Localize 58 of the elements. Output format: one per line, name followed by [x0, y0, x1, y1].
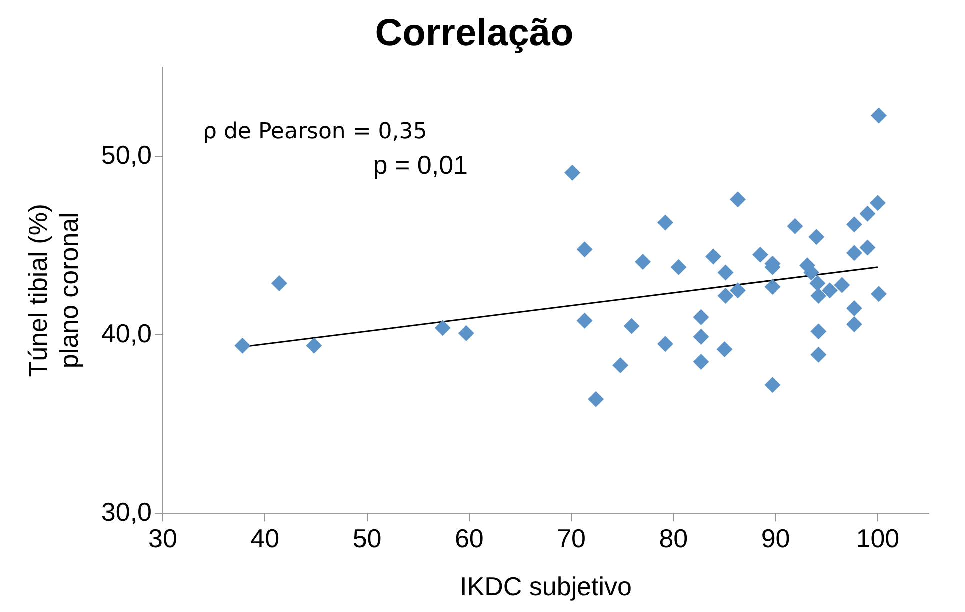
point: [870, 108, 887, 124]
point: [693, 328, 710, 345]
point: [612, 358, 629, 374]
point: [764, 377, 781, 394]
x-tick-label: 80: [659, 523, 688, 554]
point: [810, 346, 827, 363]
point: [860, 206, 876, 222]
point: [716, 341, 733, 358]
point: [846, 216, 862, 233]
point: [752, 246, 768, 263]
point: [718, 288, 734, 304]
point: [576, 242, 593, 258]
chart-title: Correlação: [375, 12, 574, 54]
x-tick-label: 70: [557, 523, 586, 554]
annotation: p = 0,01: [373, 150, 468, 180]
point: [693, 354, 710, 370]
point: [718, 264, 734, 281]
point: [764, 279, 781, 296]
point: [834, 277, 850, 294]
point: [810, 288, 827, 304]
x-axis-title: IKDC subjetivo: [460, 572, 632, 602]
point: [624, 318, 640, 334]
point: [706, 248, 722, 265]
point: [846, 245, 862, 262]
point: [271, 275, 288, 292]
point: [693, 309, 710, 326]
point: [564, 164, 581, 181]
point: [670, 259, 687, 276]
y-tick-label: 40,0: [101, 318, 152, 348]
point: [306, 338, 322, 354]
point: [657, 336, 674, 352]
point: [810, 275, 826, 292]
point: [576, 312, 593, 329]
point: [458, 325, 474, 342]
point: [846, 316, 862, 332]
point: [657, 214, 674, 231]
x-tick-label: 100: [856, 523, 900, 554]
point: [635, 254, 652, 270]
y-axis-title: Túnel tibial (%) plano coronal: [22, 204, 84, 378]
annotation: ρ de Pearson = 0,35: [203, 120, 428, 145]
x-tick-label: 50: [352, 523, 382, 554]
point: [234, 338, 251, 354]
point: [730, 282, 746, 299]
point: [810, 324, 827, 340]
point: [787, 218, 804, 234]
x-tick-label: 40: [250, 523, 280, 554]
point: [870, 195, 886, 212]
point: [846, 300, 862, 316]
point: [808, 229, 825, 246]
x-tick-label: 90: [761, 523, 790, 554]
point: [730, 192, 746, 208]
point: [860, 240, 876, 256]
point: [588, 391, 604, 408]
point: [434, 320, 451, 336]
point: [822, 282, 838, 299]
point: [870, 286, 887, 302]
x-tick-label: 60: [454, 523, 484, 554]
y-tick-label: 50,0: [101, 140, 152, 170]
